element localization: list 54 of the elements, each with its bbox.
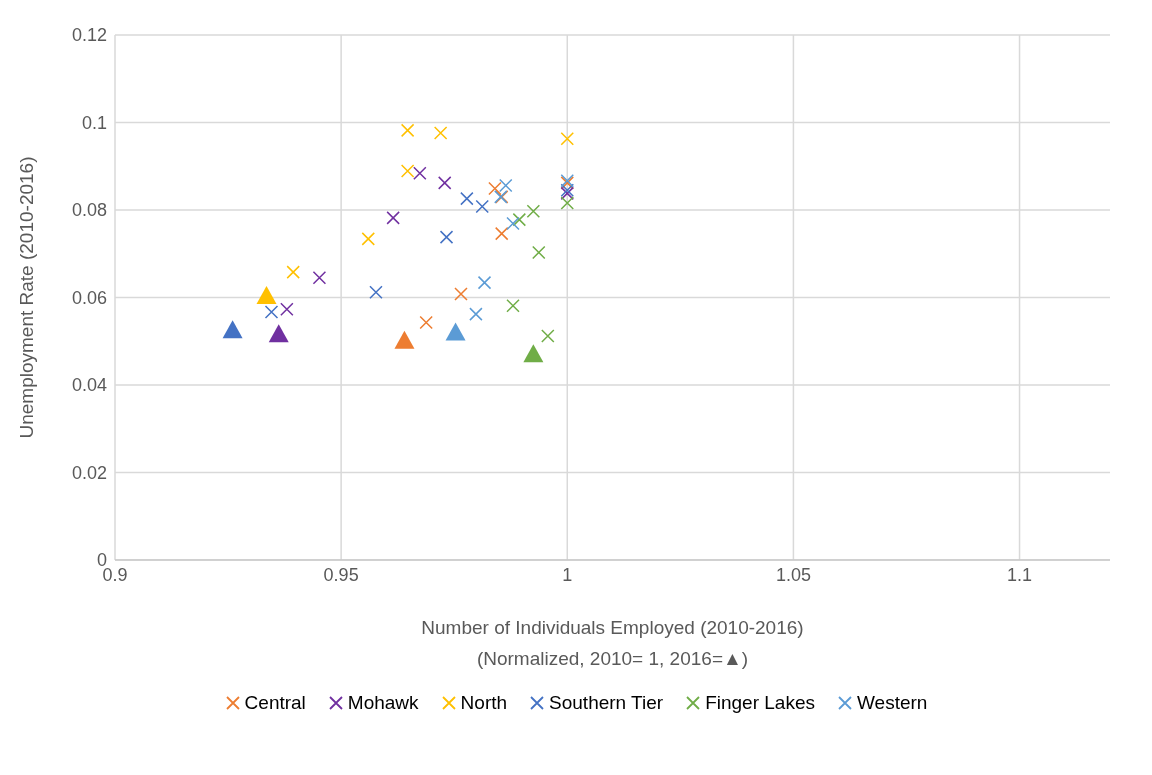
point bbox=[454, 287, 468, 301]
point bbox=[445, 322, 466, 341]
legend-label: Mohawk bbox=[347, 692, 419, 714]
point bbox=[460, 191, 474, 206]
point bbox=[512, 212, 527, 227]
point bbox=[469, 307, 483, 321]
point bbox=[523, 344, 544, 363]
x-tick-label: 0.95 bbox=[323, 564, 359, 585]
x-tick-label: 1.05 bbox=[775, 564, 811, 585]
y-tick-label: 0.04 bbox=[71, 375, 107, 396]
point bbox=[506, 216, 520, 231]
point bbox=[506, 299, 520, 313]
point bbox=[494, 226, 509, 241]
y-axis-title: Unemployment Rate (2010-2016) bbox=[15, 156, 37, 439]
point bbox=[532, 245, 546, 260]
x-axis-title: Number of Individuals Employed (2010-2016) (Normalized, 2010= 1, 2016=▲) bbox=[420, 616, 805, 671]
point bbox=[499, 178, 513, 193]
point bbox=[560, 196, 575, 210]
point bbox=[477, 275, 492, 290]
x-tick-label: 1 bbox=[562, 564, 573, 585]
legend-label: Central bbox=[244, 692, 306, 714]
legend-label: Western bbox=[856, 692, 928, 714]
point bbox=[475, 199, 489, 214]
point bbox=[312, 271, 327, 285]
point bbox=[526, 204, 541, 219]
point bbox=[419, 315, 433, 330]
legend-label: Southern Tier bbox=[549, 692, 664, 714]
point bbox=[488, 181, 502, 196]
legend-label: Finger Lakes bbox=[705, 692, 815, 714]
point bbox=[400, 123, 415, 138]
point bbox=[437, 176, 452, 190]
point bbox=[541, 329, 555, 343]
x-tick-label: 1.1 bbox=[1007, 564, 1033, 585]
point bbox=[268, 324, 289, 343]
point bbox=[256, 286, 277, 305]
point bbox=[361, 232, 376, 246]
y-tick-label: 0.06 bbox=[71, 287, 107, 308]
point bbox=[400, 164, 415, 178]
point bbox=[222, 320, 243, 339]
point bbox=[280, 302, 294, 317]
y-tick-label: 0.1 bbox=[81, 112, 107, 133]
point bbox=[286, 265, 300, 279]
point bbox=[264, 305, 279, 319]
point bbox=[369, 285, 383, 299]
legend-label: North bbox=[460, 692, 508, 714]
point bbox=[394, 330, 415, 349]
point bbox=[386, 211, 400, 225]
y-tick-label: 0.08 bbox=[71, 200, 107, 221]
point bbox=[413, 166, 427, 180]
point bbox=[439, 230, 454, 244]
y-tick-label: 0.02 bbox=[71, 462, 107, 483]
y-tick-label: 0.12 bbox=[71, 25, 107, 46]
point bbox=[560, 131, 575, 146]
point bbox=[433, 126, 448, 140]
